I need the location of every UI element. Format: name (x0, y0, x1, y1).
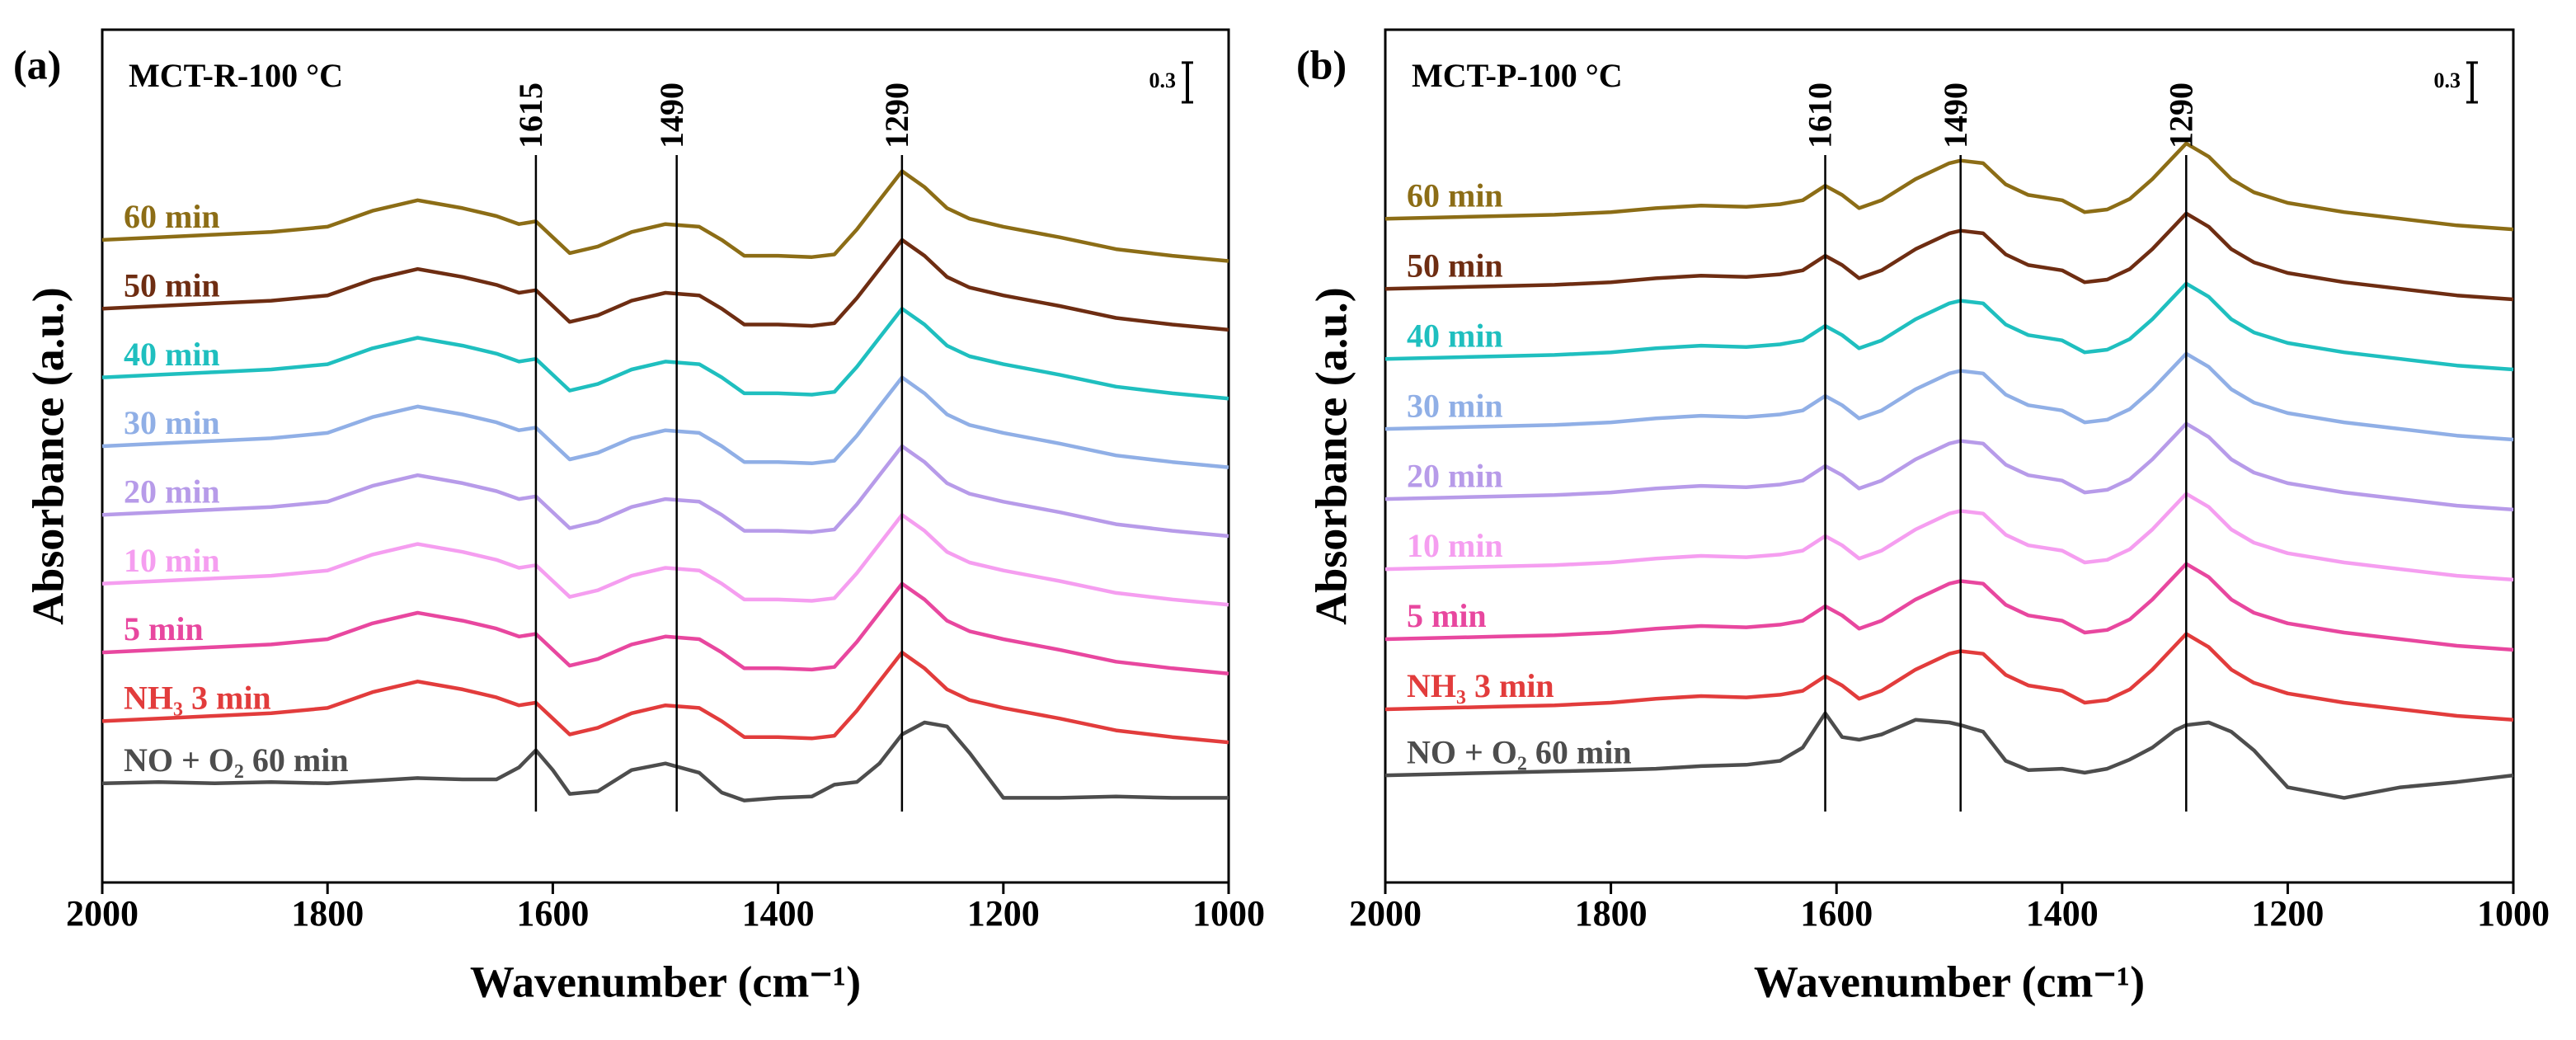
x-tick-label: 1400 (742, 893, 815, 934)
spectrum-line (101, 581, 1229, 675)
y-axis-title: Absorbance (a.u.) (23, 287, 73, 625)
peak-label: 1615 (512, 82, 549, 148)
scale-bar-label: 0.3 (1149, 68, 1177, 92)
panel: 2000 1800 1600 1400 1200 1000 Wavenumber (cm⁻¹… (13, 28, 1265, 1006)
legend-label: 5 min (1407, 597, 1487, 634)
legend-label: 50 min (124, 266, 220, 304)
x-tick-label: 1000 (2477, 893, 2550, 934)
legend-label: 10 min (124, 542, 220, 579)
panel-label: (b) (1296, 41, 1347, 87)
plot-frame (1384, 28, 2515, 884)
x-tick-label: 1000 (1192, 893, 1265, 934)
spectrum-line (101, 650, 1229, 745)
panel: 2000 1800 1600 1400 1200 1000 Wavenumber (cm⁻¹… (1296, 28, 2550, 1006)
spectrum-line (1384, 351, 2514, 442)
peak-label: 1610 (1802, 82, 1839, 148)
x-axis-title: Wavenumber (cm⁻¹) (1754, 957, 2145, 1006)
plot-frame (101, 28, 1230, 884)
spectrum-line (101, 720, 1229, 802)
peak-label: 1490 (1937, 82, 1974, 148)
x-tick-label: 1600 (516, 893, 589, 934)
legend-label: NO + O₂ 60 min (124, 741, 349, 779)
legend-label: 30 min (1407, 387, 1503, 424)
legend-label: 40 min (1407, 317, 1503, 354)
x-tick-label: 1400 (2026, 893, 2099, 934)
x-axis-title: Wavenumber (cm⁻¹) (470, 957, 861, 1006)
x-tick-label: 1800 (1575, 893, 1648, 934)
peak-label: 1290 (2162, 82, 2199, 148)
peak-label: 1290 (878, 82, 915, 148)
scale-bar-label: 0.3 (2434, 68, 2461, 92)
x-tick-label: 2000 (66, 893, 139, 934)
spectrum-line (101, 513, 1229, 607)
legend-label: 5 min (124, 610, 204, 647)
legend-label: NH₃ 3 min (1407, 667, 1554, 704)
x-tick-label: 2000 (1349, 893, 1422, 934)
legend-label: 10 min (1407, 527, 1503, 564)
spectrum-line (101, 169, 1229, 263)
peak-label: 1490 (653, 82, 690, 148)
spectrum-line (1384, 711, 2514, 800)
spectrum-line (1384, 141, 2514, 232)
legend-label: 60 min (1407, 176, 1503, 214)
x-tick-label: 1200 (967, 893, 1040, 934)
x-tick-label: 1200 (2251, 893, 2324, 934)
spectrum-line (1384, 632, 2514, 722)
spectrum-line (101, 307, 1229, 401)
legend-label: NO + O₂ 60 min (1407, 733, 1632, 770)
spectrum-line (1384, 492, 2514, 582)
legend-label: NH₃ 3 min (124, 680, 271, 717)
spectrum-line (1384, 421, 2514, 512)
legend-label: 60 min (124, 198, 220, 235)
spectrum-line (101, 444, 1229, 539)
spectrum-line (101, 238, 1229, 332)
legend-label: 30 min (124, 404, 220, 441)
panel-title: MCT-R-100 °C (129, 57, 343, 94)
legend-label: 50 min (1407, 247, 1503, 284)
legend-label: 40 min (124, 336, 220, 373)
legend-label: 20 min (1407, 457, 1503, 494)
spectrum-line (1384, 281, 2514, 372)
spectrum-line (1384, 562, 2514, 652)
x-tick-label: 1600 (1800, 893, 1873, 934)
legend-label: 20 min (124, 473, 220, 511)
panel-label: (a) (13, 41, 61, 87)
spectrum-line (101, 375, 1229, 469)
y-axis-title: Absorbance (a.u.) (1306, 287, 1356, 625)
x-tick-label: 1800 (291, 893, 364, 934)
panel-title: MCT-P-100 °C (1412, 57, 1623, 94)
spectrum-line (1384, 211, 2514, 302)
